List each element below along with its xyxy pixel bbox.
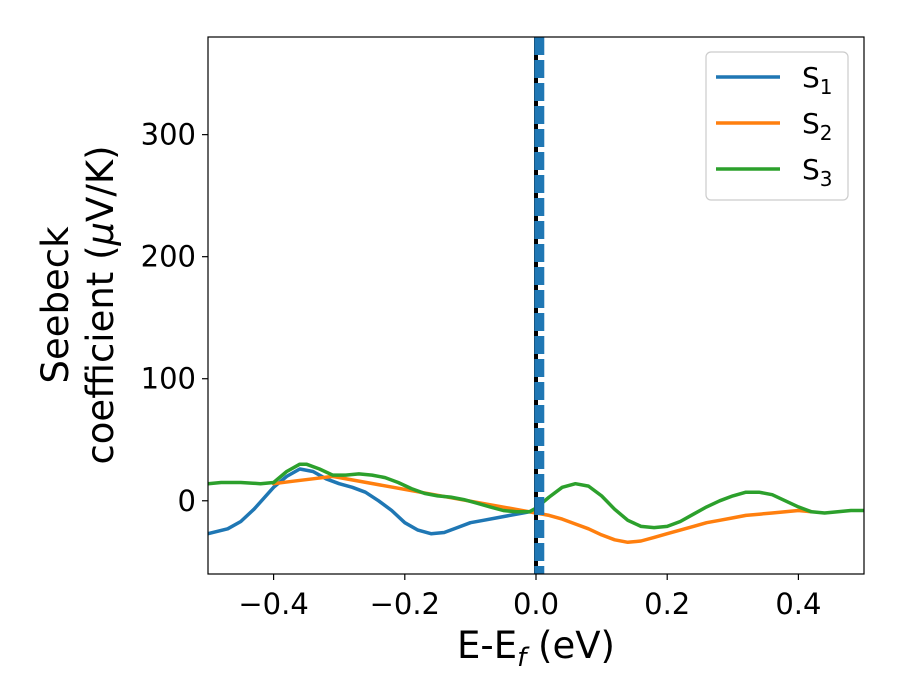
y-axis-label-line2: coefficient (μV/K)	[79, 145, 122, 464]
legend: S1 S2 S3	[705, 51, 849, 201]
y-tick-label: 300	[141, 118, 196, 152]
legend-label-3: S3	[802, 153, 833, 191]
x-tick-label: −0.2	[370, 587, 440, 621]
x-tick-label: 0.0	[513, 587, 559, 621]
ticks-layer: −0.4 −0.2 0.0 0.2 0.4 0 100 200 300	[141, 118, 822, 621]
y-tick-label: 0	[178, 484, 196, 518]
legend-box	[705, 51, 849, 201]
x-tick-label: −0.4	[238, 587, 308, 621]
y-tick-label: 200	[141, 240, 196, 274]
x-tick-label: 0.4	[775, 587, 821, 621]
y-tick-label: 100	[141, 362, 196, 396]
legend-label-2: S2	[802, 107, 833, 145]
legend-entries: S1 S2 S3	[716, 61, 833, 191]
series-layer	[208, 37, 864, 574]
x-tick-label: 0.2	[644, 587, 690, 621]
legend-label-1: S1	[802, 61, 833, 99]
y-axis-label: Seebeck coefficient (μV/K)	[34, 145, 122, 464]
x-axis-label: E-Ef (eV)	[457, 624, 615, 673]
series-line-1	[208, 467, 538, 536]
y-axis-label-line1: Seebeck	[34, 226, 77, 384]
